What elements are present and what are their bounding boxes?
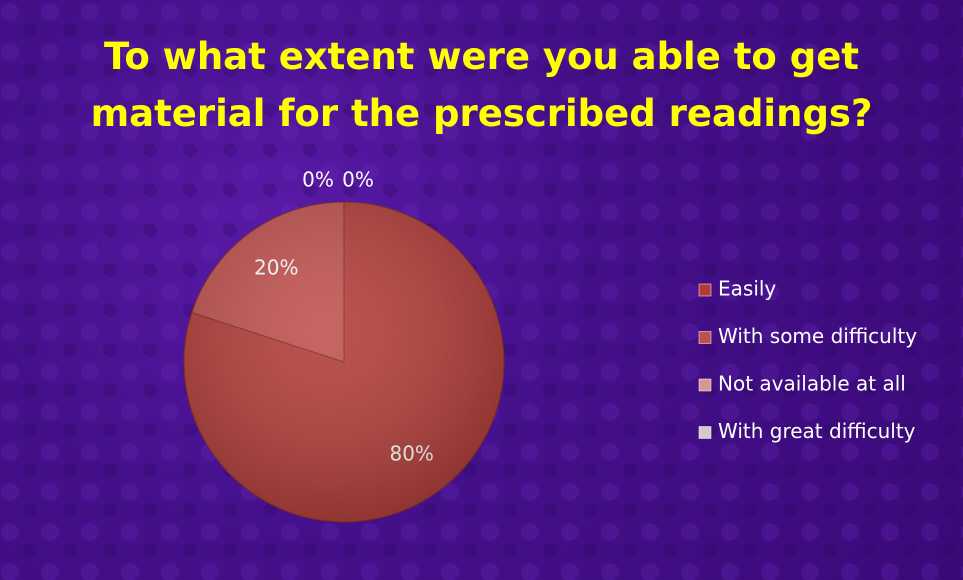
- chart-title: To what extent were you able to get mate…: [90, 35, 873, 135]
- legend-label: With great difficulty: [718, 419, 916, 443]
- legend-swatch: [698, 283, 712, 297]
- legend-swatch: [698, 426, 712, 439]
- data-label: 20%: [254, 255, 298, 279]
- data-label: 0%: [302, 168, 334, 192]
- data-label: 0%: [342, 168, 374, 192]
- legend-swatch: [698, 378, 712, 392]
- data-label: 80%: [389, 442, 433, 466]
- legend-label: Easily: [718, 277, 776, 301]
- legend-label: Not available at all: [718, 372, 906, 396]
- legend-swatch: [698, 331, 712, 344]
- legend-label: With some difficulty: [718, 324, 917, 348]
